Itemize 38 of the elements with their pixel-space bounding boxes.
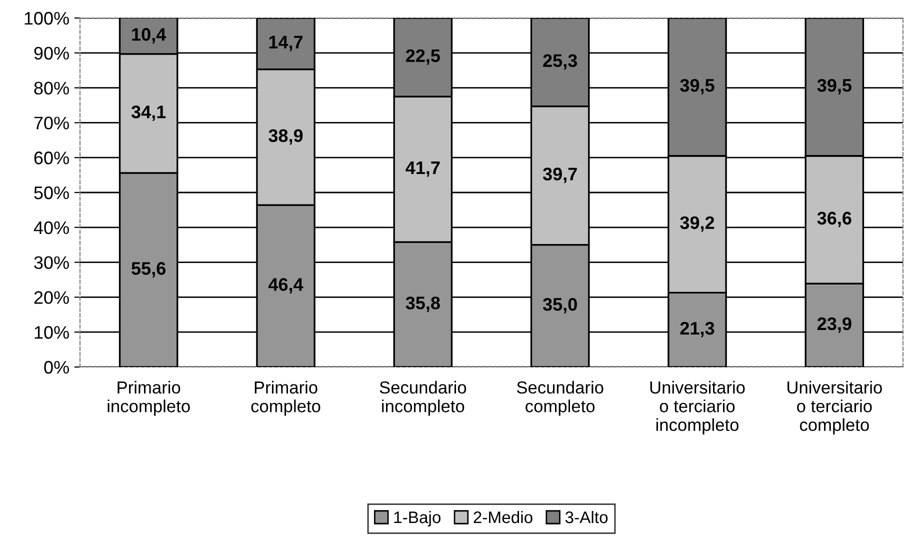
x-tick-label: Universitario o terciario completo bbox=[788, 380, 882, 434]
data-label: 39,7 bbox=[542, 168, 577, 184]
data-label: 55,6 bbox=[132, 262, 166, 278]
legend-label: 1-Bajo bbox=[394, 510, 441, 526]
data-label: 21,3 bbox=[680, 322, 714, 338]
y-tick-label: 40% bbox=[34, 221, 69, 234]
data-label: 10,4 bbox=[132, 28, 166, 44]
data-label: 41,7 bbox=[406, 162, 440, 177]
legend-label: 2-Medio bbox=[474, 510, 532, 524]
y-tick-label: 0% bbox=[44, 360, 69, 374]
x-tick-label: Universitario o terciario incompleto bbox=[650, 380, 745, 434]
data-label: 35,0 bbox=[542, 298, 577, 314]
data-label: 39,5 bbox=[680, 78, 714, 94]
y-tick-label: 30% bbox=[34, 256, 69, 270]
y-tick-label: 20% bbox=[34, 291, 69, 304]
y-tick-label: 100% bbox=[24, 12, 69, 25]
data-label: 39,5 bbox=[817, 78, 852, 94]
data-label: 23,9 bbox=[817, 317, 852, 333]
data-label: 14,7 bbox=[269, 36, 303, 52]
y-tick-label: 60% bbox=[34, 152, 69, 164]
data-label: 38,9 bbox=[268, 129, 303, 145]
data-label: 35,8 bbox=[406, 296, 440, 312]
data-label: 25,3 bbox=[543, 54, 578, 70]
data-label: 39,2 bbox=[680, 216, 714, 232]
x-tick-label: Primario completo bbox=[251, 380, 320, 416]
x-tick-label: Secundario completo bbox=[516, 380, 604, 416]
y-tick-label: 90% bbox=[34, 46, 69, 60]
data-label: 46,4 bbox=[268, 278, 304, 294]
y-tick-label: 10% bbox=[34, 326, 69, 339]
y-tick-label: 80% bbox=[34, 82, 69, 95]
x-tick-label: Primario incompleto bbox=[108, 380, 190, 416]
x-tick-label: Secundario incompleto bbox=[380, 380, 466, 416]
legend-label: 3-Alto bbox=[565, 510, 608, 524]
data-label: 34,1 bbox=[131, 106, 166, 121]
y-tick-label: 70% bbox=[34, 116, 69, 130]
y-tick-label: 50% bbox=[34, 186, 69, 200]
data-label: 22,5 bbox=[406, 49, 440, 65]
data-label: 36,6 bbox=[817, 212, 852, 228]
